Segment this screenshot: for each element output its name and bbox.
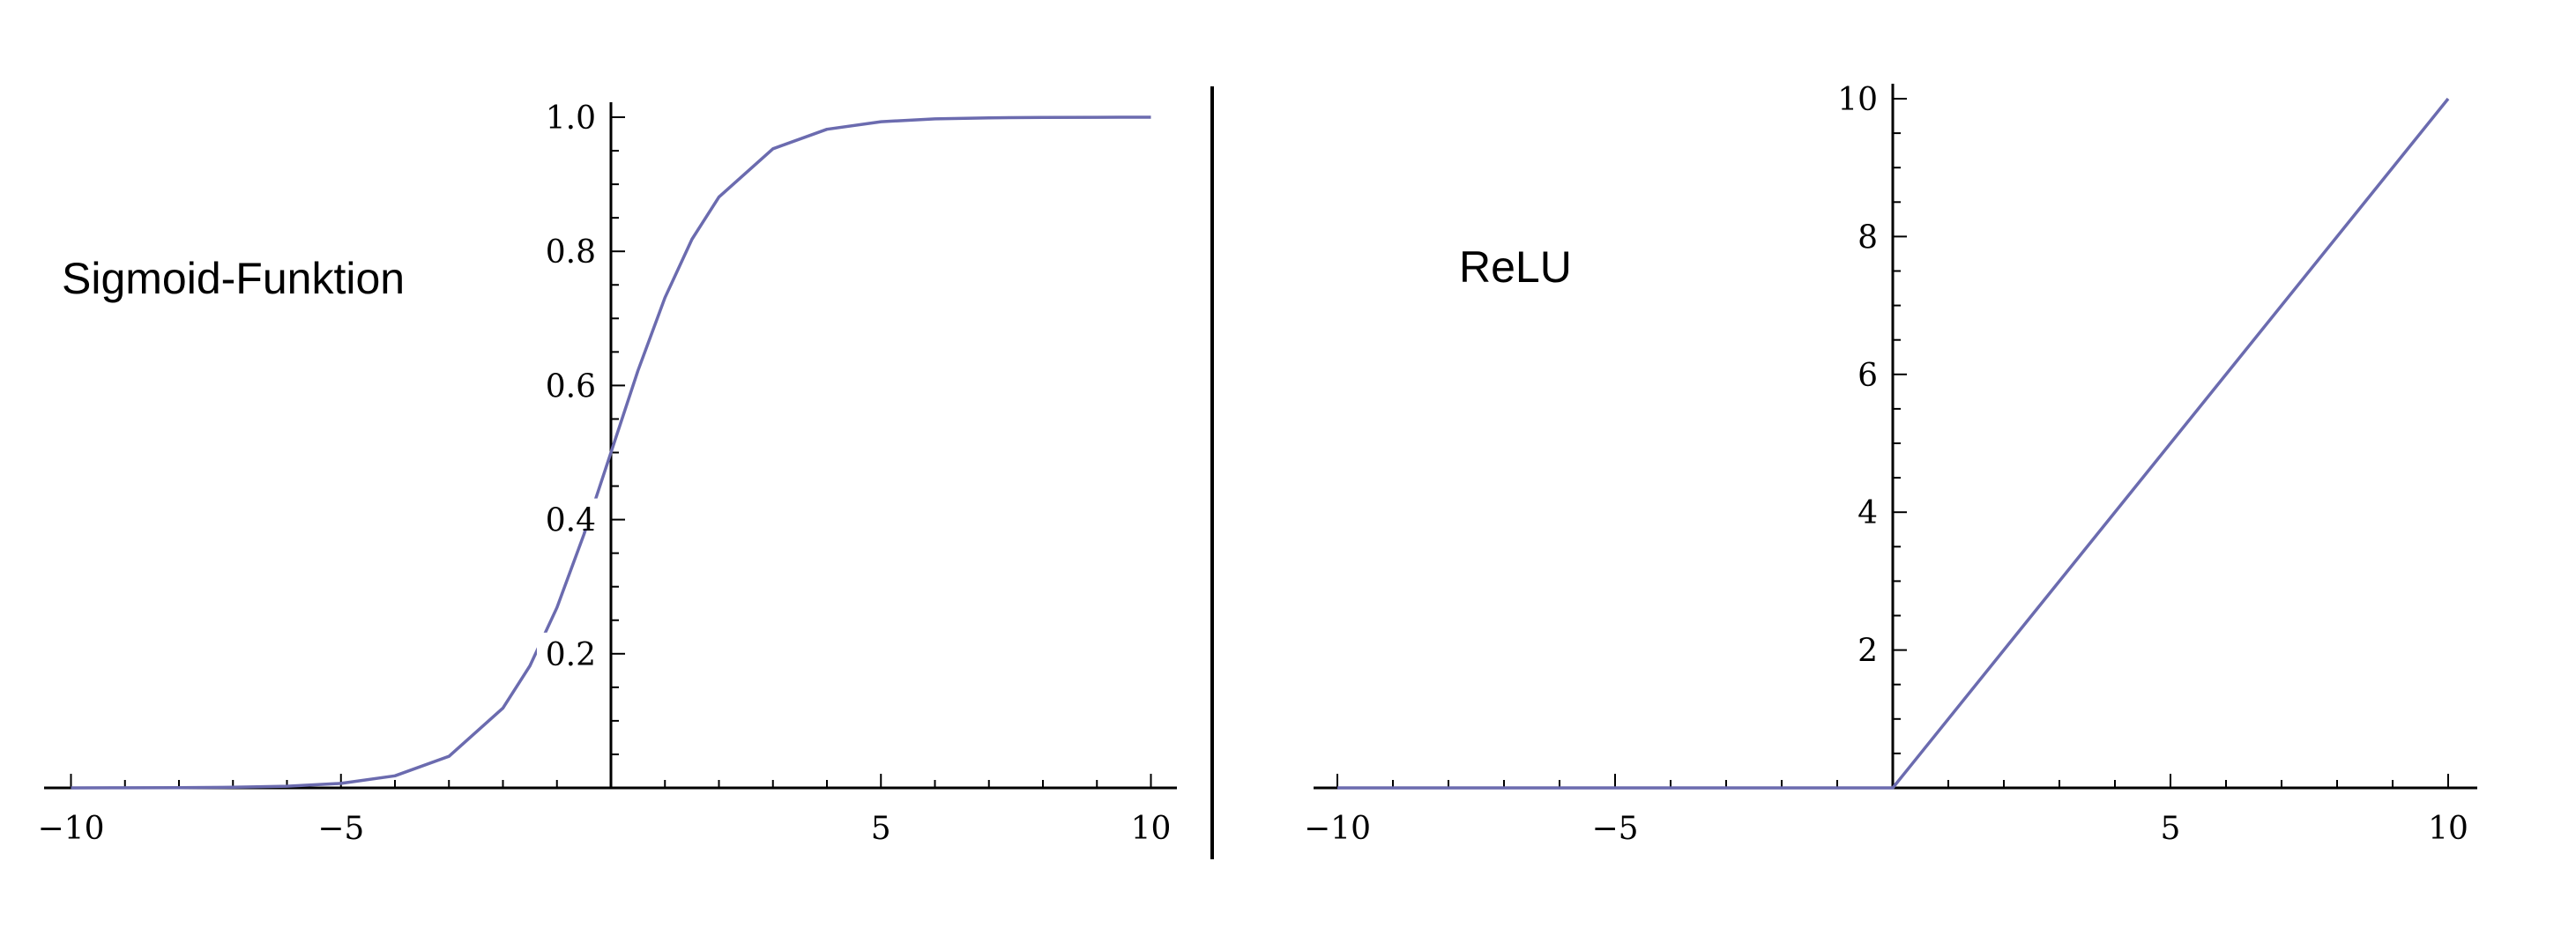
- x-tick-label: −10: [1304, 811, 1371, 847]
- x-tick-label: −5: [317, 811, 364, 847]
- x-tick-label: 10: [2428, 811, 2468, 847]
- x-tick-label: −10: [38, 811, 105, 847]
- y-tick-label-bg: [537, 498, 599, 529]
- series-line: [1337, 97, 2450, 790]
- x-tick-label: 10: [1131, 811, 1172, 847]
- chart-title: ReLU: [1459, 242, 1572, 292]
- y-tick-label-bg: [537, 364, 599, 395]
- y-tick-label-bg: [537, 96, 599, 126]
- y-tick-label: 1.0: [546, 100, 596, 137]
- sigmoid-chart: −10 −5 5 10 0.2 0.4 0.6 0.8 1.0 Sigmoid-Funktion: [38, 96, 1177, 847]
- y-tick-label: 0.8: [546, 234, 596, 271]
- y-tick-label-bg: [537, 230, 599, 261]
- y-tick-label: 0.2: [546, 637, 596, 673]
- y-tick-label: 0.6: [546, 368, 596, 405]
- relu-chart: −10 −5 5 10 2 4 6 8 10 ReLU: [1304, 82, 2477, 847]
- series-line: [71, 115, 1151, 790]
- y-tick-label: 2: [1858, 634, 1878, 670]
- y-tick-label: 4: [1858, 495, 1878, 531]
- y-tick-label: 0.4: [546, 503, 596, 539]
- y-tick-label: 8: [1858, 219, 1878, 256]
- y-tick-label: 10: [1837, 82, 1878, 118]
- y-tick-label-bg: [537, 632, 599, 663]
- x-tick-label: 5: [871, 811, 891, 847]
- x-tick-label: −5: [1591, 811, 1638, 847]
- y-tick-label: 6: [1858, 358, 1878, 394]
- x-tick-label: 5: [2161, 811, 2181, 847]
- chart-title: Sigmoid-Funktion: [62, 254, 405, 303]
